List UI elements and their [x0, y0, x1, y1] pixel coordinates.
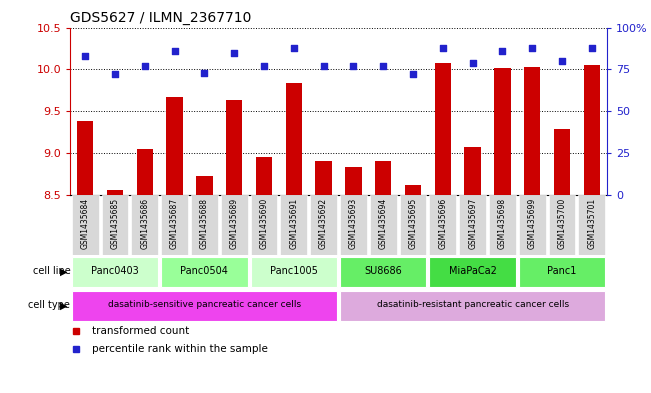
FancyBboxPatch shape — [251, 257, 337, 287]
FancyBboxPatch shape — [161, 195, 188, 255]
Text: ▶: ▶ — [59, 301, 67, 310]
Text: cell type: cell type — [29, 300, 70, 310]
FancyBboxPatch shape — [340, 195, 367, 255]
Point — [80, 53, 90, 59]
Text: GSM1435685: GSM1435685 — [111, 198, 120, 249]
FancyBboxPatch shape — [221, 195, 247, 255]
Text: GSM1435693: GSM1435693 — [349, 198, 358, 249]
FancyBboxPatch shape — [72, 290, 337, 321]
Text: Panc0504: Panc0504 — [180, 266, 229, 277]
Bar — [256, 157, 272, 195]
Bar — [77, 121, 93, 195]
Text: GSM1435701: GSM1435701 — [587, 198, 596, 249]
Point — [229, 50, 240, 56]
FancyBboxPatch shape — [489, 195, 516, 255]
Bar — [226, 100, 242, 195]
FancyBboxPatch shape — [191, 195, 218, 255]
Text: GSM1435688: GSM1435688 — [200, 198, 209, 249]
Text: MiaPaCa2: MiaPaCa2 — [449, 266, 497, 277]
Text: Panc1: Panc1 — [547, 266, 577, 277]
Bar — [494, 68, 510, 195]
Point — [527, 44, 538, 51]
FancyBboxPatch shape — [549, 195, 575, 255]
Bar — [345, 167, 361, 195]
Bar — [137, 149, 153, 195]
Text: SU8686: SU8686 — [365, 266, 402, 277]
Text: cell line: cell line — [33, 266, 70, 277]
Bar — [167, 97, 183, 195]
Point — [467, 59, 478, 66]
Text: GSM1435699: GSM1435699 — [528, 198, 536, 249]
Text: transformed count: transformed count — [92, 326, 189, 336]
Text: GSM1435698: GSM1435698 — [498, 198, 507, 249]
Bar — [435, 62, 451, 195]
FancyBboxPatch shape — [161, 257, 247, 287]
FancyBboxPatch shape — [340, 257, 426, 287]
FancyBboxPatch shape — [579, 195, 605, 255]
FancyBboxPatch shape — [430, 195, 456, 255]
FancyBboxPatch shape — [72, 195, 98, 255]
Text: GSM1435692: GSM1435692 — [319, 198, 328, 249]
Bar — [316, 161, 332, 195]
Point — [557, 58, 567, 64]
Text: GSM1435684: GSM1435684 — [81, 198, 90, 249]
Text: GSM1435689: GSM1435689 — [230, 198, 239, 249]
FancyBboxPatch shape — [370, 195, 396, 255]
FancyBboxPatch shape — [251, 195, 277, 255]
Text: Panc0403: Panc0403 — [91, 266, 139, 277]
Bar — [375, 161, 391, 195]
Point — [139, 63, 150, 69]
Text: dasatinib-sensitive pancreatic cancer cells: dasatinib-sensitive pancreatic cancer ce… — [108, 300, 301, 309]
Point — [497, 48, 508, 54]
Text: GSM1435687: GSM1435687 — [170, 198, 179, 249]
Bar — [554, 129, 570, 195]
Text: GSM1435700: GSM1435700 — [557, 198, 566, 249]
Text: GSM1435690: GSM1435690 — [260, 198, 268, 249]
Point — [408, 71, 418, 77]
Bar — [196, 176, 213, 195]
Bar — [107, 190, 123, 195]
Point — [169, 48, 180, 54]
FancyBboxPatch shape — [72, 257, 158, 287]
FancyBboxPatch shape — [430, 257, 516, 287]
Point — [318, 63, 329, 69]
Text: GSM1435691: GSM1435691 — [289, 198, 298, 249]
Point — [378, 63, 389, 69]
Bar — [405, 185, 421, 195]
Text: GSM1435686: GSM1435686 — [141, 198, 149, 249]
Bar — [464, 147, 481, 195]
Point — [437, 44, 448, 51]
Text: GSM1435694: GSM1435694 — [379, 198, 388, 249]
Point — [110, 71, 120, 77]
Point — [288, 44, 299, 51]
Bar — [286, 83, 302, 195]
Point — [587, 44, 597, 51]
Text: GSM1435695: GSM1435695 — [409, 198, 417, 249]
Point — [259, 63, 270, 69]
FancyBboxPatch shape — [519, 257, 605, 287]
Text: GSM1435697: GSM1435697 — [468, 198, 477, 249]
Text: ▶: ▶ — [59, 267, 67, 277]
Text: Panc1005: Panc1005 — [270, 266, 318, 277]
FancyBboxPatch shape — [400, 195, 426, 255]
Bar — [524, 67, 540, 195]
FancyBboxPatch shape — [281, 195, 307, 255]
FancyBboxPatch shape — [132, 195, 158, 255]
Text: percentile rank within the sample: percentile rank within the sample — [92, 343, 268, 354]
Bar — [584, 65, 600, 195]
Text: dasatinib-resistant pancreatic cancer cells: dasatinib-resistant pancreatic cancer ce… — [376, 300, 569, 309]
Point — [348, 63, 359, 69]
FancyBboxPatch shape — [519, 195, 546, 255]
FancyBboxPatch shape — [459, 195, 486, 255]
FancyBboxPatch shape — [102, 195, 128, 255]
FancyBboxPatch shape — [340, 290, 605, 321]
Text: GSM1435696: GSM1435696 — [438, 198, 447, 249]
Point — [199, 70, 210, 76]
FancyBboxPatch shape — [311, 195, 337, 255]
Text: GDS5627 / ILMN_2367710: GDS5627 / ILMN_2367710 — [70, 11, 252, 25]
